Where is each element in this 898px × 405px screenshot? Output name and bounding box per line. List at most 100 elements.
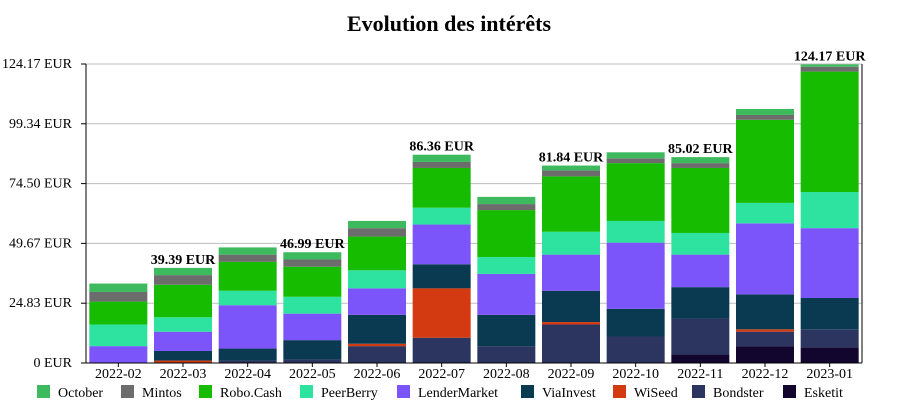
x-tick-label: 2023-01 (806, 367, 853, 382)
legend-swatch (397, 385, 410, 398)
bar-segment-mintos (800, 66, 859, 72)
bar-segment-october (283, 252, 342, 260)
bar-segment-peerberry (477, 257, 536, 274)
bar-segment-october (477, 196, 536, 205)
bar-segment-lendermarket (606, 242, 665, 309)
y-tick-label: 124.17 EUR (2, 57, 73, 72)
bar-segment-robo-cash (348, 236, 406, 271)
bar-segment-lendermarket (283, 313, 342, 341)
total-labels: 39.39 EUR 46.99 EUR 86.36 EUR 81.84 EUR 85.0… (151, 49, 867, 267)
bar-segment-viainvest (542, 290, 600, 323)
bar-segment-mintos (736, 114, 794, 120)
bar-segment-mintos (283, 259, 342, 267)
legend-swatch (121, 385, 134, 398)
legend-item: Esketit (783, 385, 843, 401)
legend-swatch (692, 385, 705, 398)
bar-segment-robo-cash (800, 71, 859, 193)
legend: October Mintos Robo.Cash PeerBerry LenderMar… (37, 385, 843, 401)
bar-segment-october (89, 283, 148, 292)
bar-segment-peerberry (606, 220, 665, 243)
x-tick-label: 2022-11 (677, 367, 723, 382)
y-tick-label: 0 EUR (34, 356, 73, 371)
bar-segment-peerberry (736, 202, 794, 224)
bar-segment-lendermarket (800, 228, 859, 298)
legend-label: Bondster (713, 386, 764, 400)
bar-segment-wiseed (542, 322, 600, 325)
bar-segment-robo-cash (736, 119, 794, 203)
total-label: 85.02 EUR (668, 142, 733, 157)
bar-segment-october (542, 165, 600, 171)
legend-swatch (783, 385, 796, 398)
bar-segment-robo-cash (218, 261, 277, 291)
legend-swatch (300, 385, 313, 398)
bar-segment-mintos (671, 163, 730, 168)
bar-segment-bondster (477, 346, 536, 363)
legend-item: Bondster (692, 385, 764, 401)
bar-segment-lendermarket (348, 288, 406, 315)
bar-segment-viainvest (606, 308, 665, 337)
bar-segment-viainvest (671, 287, 730, 319)
chart-title: Evolution des intérêts (347, 11, 552, 36)
y-tick-label: 74.50 EUR (9, 177, 73, 192)
bar-segment-mintos (477, 204, 536, 211)
bar-segment-robo-cash (283, 266, 342, 297)
legend-label: LenderMarket (418, 386, 498, 400)
bar-segment-viainvest (348, 314, 406, 344)
x-tick-label: 2022-10 (612, 367, 659, 382)
legend-label: Mintos (142, 386, 182, 400)
total-label: 81.84 EUR (539, 151, 604, 166)
bar-segment-lendermarket (218, 305, 277, 349)
bar-segment-bondster (218, 360, 277, 363)
bar-segment-october (606, 152, 665, 159)
bar-segment-mintos (154, 275, 212, 285)
bar-segment-viainvest (800, 297, 859, 330)
bar-segment-bondster (348, 346, 406, 363)
bar-segment-peerberry (89, 324, 148, 347)
y-tick-label: 99.34 EUR (9, 117, 73, 132)
bar-segment-viainvest (736, 294, 794, 330)
bar-segment-esketit (671, 354, 730, 363)
legend-label: PeerBerry (321, 386, 378, 400)
bar-segment-bondster (283, 359, 342, 363)
bar-segment-wiseed (348, 343, 406, 347)
bar-segment-robo-cash (606, 163, 665, 221)
x-tick-label: 2022-04 (224, 367, 271, 382)
bar-segment-peerberry (154, 317, 212, 332)
bar-segment-october (736, 108, 794, 115)
bar-segment-wiseed (736, 329, 794, 332)
bar-segment-lendermarket (89, 346, 148, 363)
legend-item: Robo.Cash (199, 385, 282, 401)
legend-label: Robo.Cash (220, 386, 282, 400)
bar-segment-peerberry (542, 231, 600, 255)
bar-segment-viainvest (283, 340, 342, 360)
bar-segment-lendermarket (477, 273, 536, 315)
x-tick-label: 2022-03 (160, 367, 207, 382)
bar-segment-bondster (412, 337, 471, 363)
bar-segment-october (218, 247, 277, 255)
bar-segment-mintos (542, 170, 600, 177)
bar-segment-mintos (348, 228, 406, 237)
legend-item: LenderMarket (397, 385, 498, 401)
bar-segment-viainvest (154, 350, 212, 361)
x-axis-ticks: 2022-02 2022-03 2022-04 2022-05 2022-06 2022-… (95, 363, 853, 382)
total-label: 124.17 EUR (794, 49, 866, 64)
legend-item: ViaInvest (521, 385, 596, 401)
legend-swatch (37, 385, 50, 398)
bar-segment-lendermarket (736, 223, 794, 295)
total-label: 46.99 EUR (280, 237, 345, 252)
bar-segment-mintos (606, 158, 665, 164)
bar-segment-esketit (800, 347, 859, 363)
x-tick-label: 2022-05 (289, 367, 336, 382)
bar-segment-bondster (736, 331, 794, 347)
bar-segment-robo-cash (412, 167, 471, 208)
bar-segment-robo-cash (154, 284, 212, 318)
bar-segment-october (800, 64, 859, 67)
bar-segment-peerberry (218, 290, 277, 306)
bar-segment-robo-cash (477, 210, 536, 258)
bar-segment-wiseed (154, 360, 212, 363)
legend-swatch (521, 385, 534, 398)
bar-segment-october (154, 267, 212, 276)
bar-segment-bondster (606, 336, 665, 363)
bar-segment-lendermarket (412, 224, 471, 265)
